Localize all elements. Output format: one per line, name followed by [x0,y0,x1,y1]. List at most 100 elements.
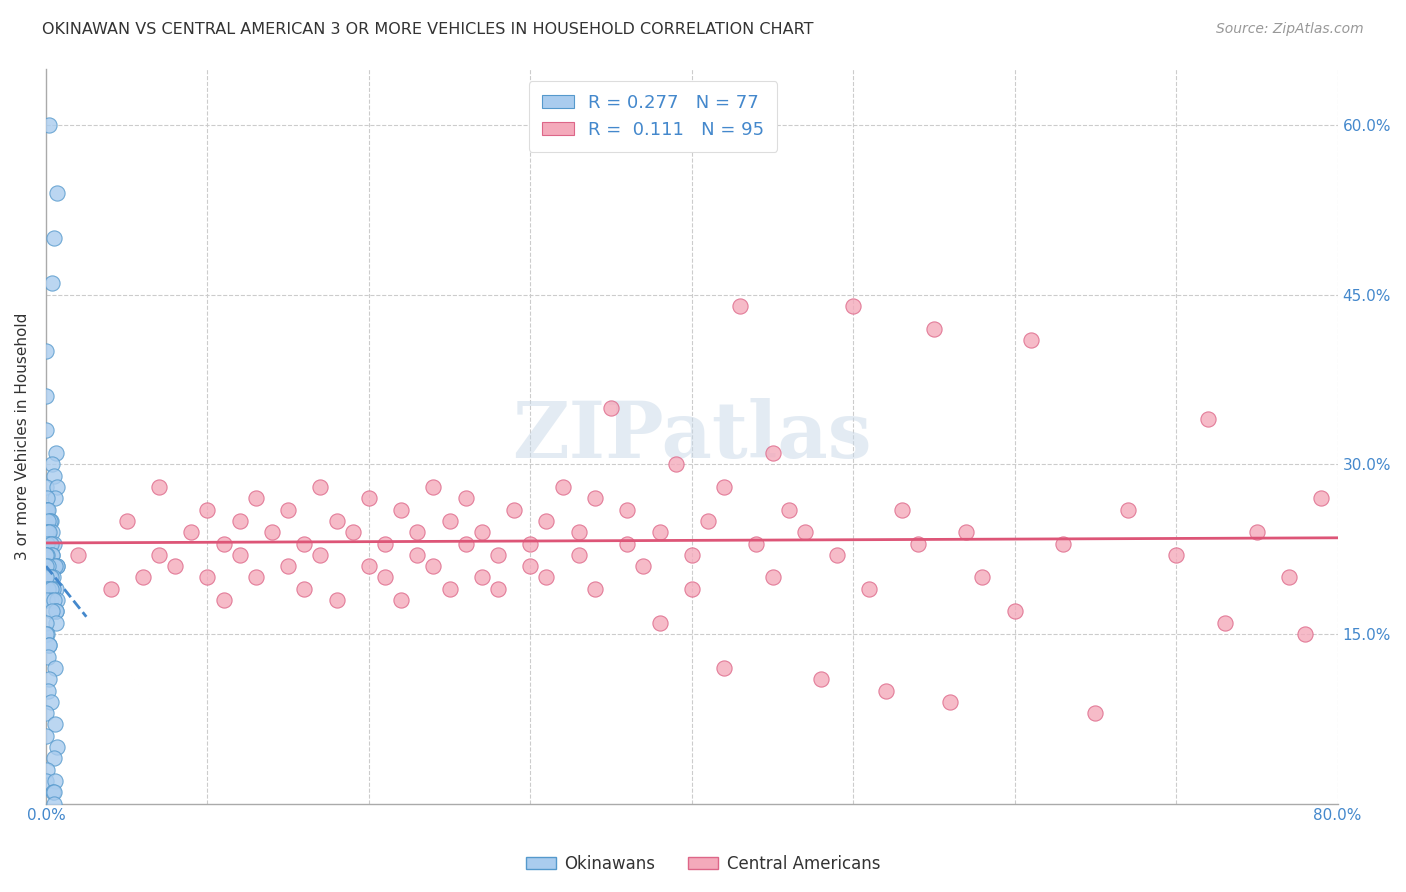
Point [568,525,591,540]
Point [35,525,58,540]
Point [67,548,90,562]
Point [406,525,429,540]
Legend: Okinawans, Central Americans: Okinawans, Central Americans [519,848,887,880]
Point [44,661,66,675]
Y-axis label: 3 or more Vehicles in Household: 3 or more Vehicles in Household [15,312,30,560]
Point [45,604,67,618]
Point [39,514,62,528]
Point [44,717,66,731]
Point [583,491,606,506]
Point [325,593,347,607]
Point [35,389,58,403]
Point [39,536,62,550]
Point [45,480,67,494]
Point [374,570,396,584]
Point [37,559,59,574]
Point [778,502,800,516]
Point [842,299,865,313]
Point [454,491,477,506]
Point [1213,615,1236,630]
Point [793,525,815,540]
Point [1084,706,1107,720]
Point [38,118,60,132]
Point [41,548,63,562]
Point [35,480,58,494]
Point [35,627,58,641]
Point [45,446,67,460]
Point [761,570,783,584]
Point [374,536,396,550]
Point [648,615,671,630]
Point [697,514,720,528]
Point [37,582,59,596]
Point [260,525,283,540]
Point [37,649,59,664]
Point [35,763,58,777]
Point [519,559,541,574]
Point [325,514,347,528]
Point [35,548,58,562]
Point [148,548,170,562]
Point [228,514,250,528]
Point [44,593,66,607]
Point [41,695,63,709]
Point [44,774,66,789]
Point [228,548,250,562]
Point [810,672,832,686]
Point [37,514,59,528]
Point [115,514,138,528]
Text: ZIPatlas: ZIPatlas [512,398,872,474]
Point [922,321,945,335]
Point [35,536,58,550]
Point [42,231,65,245]
Point [1278,570,1301,584]
Point [955,525,977,540]
Point [309,480,332,494]
Point [35,593,58,607]
Point [45,186,67,200]
Point [1116,502,1139,516]
Point [45,615,67,630]
Point [45,593,67,607]
Point [454,536,477,550]
Point [292,582,315,596]
Point [35,570,58,584]
Point [35,344,58,359]
Point [1166,548,1188,562]
Point [46,740,69,755]
Point [45,582,67,596]
Point [35,548,58,562]
Point [858,582,880,596]
Point [389,502,412,516]
Point [277,502,299,516]
Point [148,480,170,494]
Point [503,502,526,516]
Point [568,548,591,562]
Point [132,570,155,584]
Point [100,582,122,596]
Text: OKINAWAN VS CENTRAL AMERICAN 3 OR MORE VEHICLES IN HOUSEHOLD CORRELATION CHART: OKINAWAN VS CENTRAL AMERICAN 3 OR MORE V… [42,22,814,37]
Point [309,548,332,562]
Point [42,785,65,799]
Point [38,638,60,652]
Point [713,480,735,494]
Point [212,593,235,607]
Point [39,536,62,550]
Point [439,582,461,596]
Point [907,536,929,550]
Point [357,559,380,574]
Point [41,458,63,472]
Point [583,582,606,596]
Point [245,570,267,584]
Point [406,548,429,562]
Point [35,548,58,562]
Point [39,582,62,596]
Point [35,774,58,789]
Point [551,480,574,494]
Point [37,525,59,540]
Point [39,514,62,528]
Point [1294,627,1316,641]
Point [713,661,735,675]
Point [37,683,59,698]
Point [42,570,65,584]
